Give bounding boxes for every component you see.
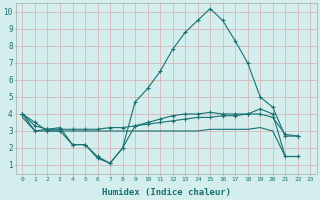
X-axis label: Humidex (Indice chaleur): Humidex (Indice chaleur) xyxy=(102,188,231,197)
